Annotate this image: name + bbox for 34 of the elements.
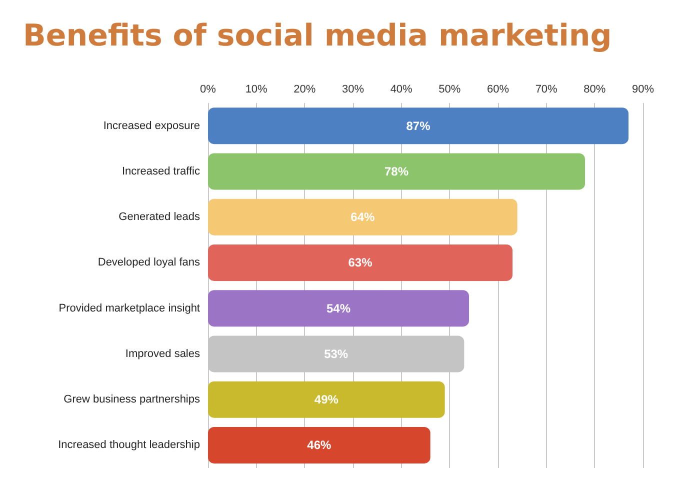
data-label: 78% (384, 164, 409, 178)
x-tick-label: 10% (245, 84, 268, 96)
y-tick-label: Grew business partnerships (64, 394, 200, 406)
data-label: 87% (406, 118, 431, 133)
data-label: 64% (350, 210, 375, 224)
x-tick-label: 0% (200, 84, 216, 96)
x-tick-label: 70% (535, 84, 558, 96)
bar (208, 290, 469, 327)
bar (208, 108, 628, 144)
data-label: 49% (314, 392, 339, 407)
x-tick-label: 80% (584, 84, 606, 96)
data-label: 53% (324, 346, 348, 361)
x-tick-label: 40% (390, 84, 413, 96)
y-tick-label: Increased thought leadership (58, 439, 200, 452)
y-tick-label: Developed loyal fans (98, 256, 200, 269)
y-tick-label: Increased exposure (103, 120, 200, 132)
y-tick-label: Generated leads (118, 211, 200, 224)
bar (208, 198, 518, 236)
x-tick-label: 60% (486, 84, 510, 96)
y-tick-label: Provided marketplace insight (58, 302, 200, 314)
chart-title: Benefits of social media marketing (23, 18, 612, 54)
data-label: 63% (348, 256, 373, 270)
bar (208, 244, 512, 281)
bar (208, 153, 585, 190)
y-tick-label: Increased traffic (122, 165, 200, 178)
data-label: 54% (326, 301, 351, 316)
x-tick-label: 90% (632, 84, 654, 96)
x-tick-label: 50% (438, 84, 461, 96)
x-tick-label: 20% (294, 84, 316, 96)
x-tick-label: 30% (342, 84, 364, 96)
bar (208, 426, 430, 464)
bar (208, 381, 445, 418)
y-tick-label: Improved sales (125, 348, 200, 360)
data-label: 46% (307, 438, 332, 452)
